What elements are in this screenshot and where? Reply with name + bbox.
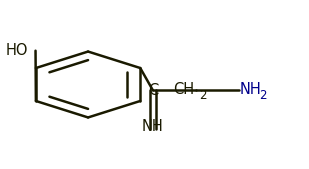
Text: NH: NH [142, 119, 164, 134]
Text: C: C [148, 83, 158, 98]
Text: CH: CH [174, 82, 195, 97]
Text: NH: NH [239, 82, 261, 97]
Text: 2: 2 [259, 89, 266, 102]
Text: HO: HO [5, 43, 28, 58]
Text: 2: 2 [199, 89, 207, 102]
